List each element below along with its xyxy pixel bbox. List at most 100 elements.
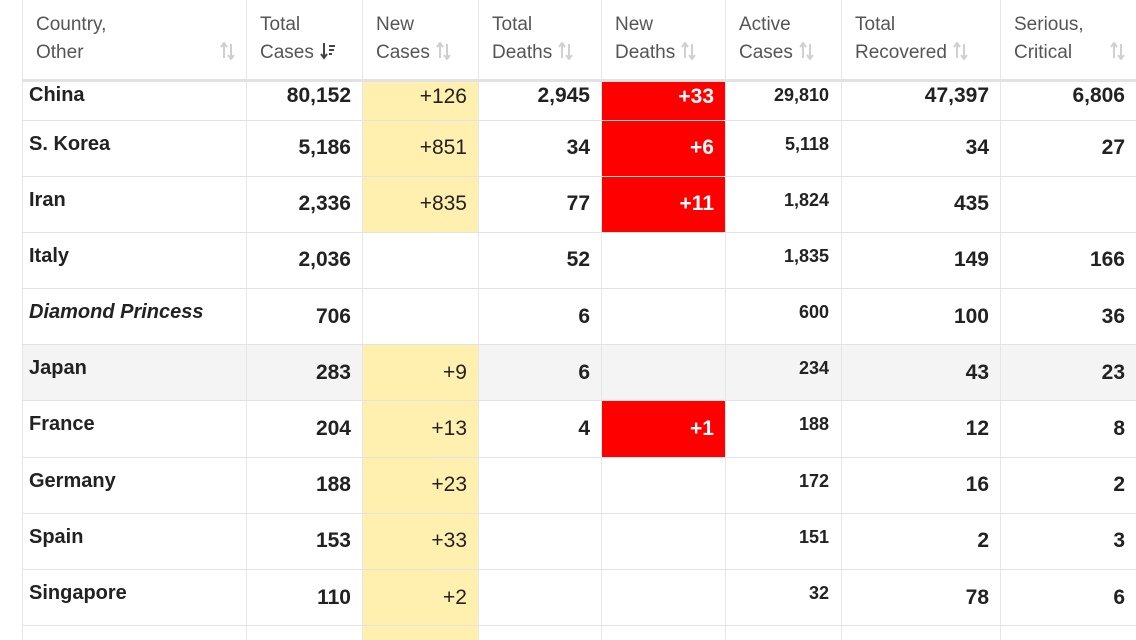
header-active-cases[interactable]: Active Cases xyxy=(725,0,842,82)
header-new-deaths-label: Deaths xyxy=(615,42,676,63)
cell-total-recovered: 435 xyxy=(841,176,1001,233)
cell-serious-critical: 6,806 xyxy=(1000,80,1136,121)
cell-empty xyxy=(725,625,842,640)
cell-active-cases: 1,824 xyxy=(725,176,842,233)
cell-total-recovered: 34 xyxy=(841,120,1001,177)
cell-country: Iran xyxy=(22,176,247,233)
cell-new-deaths xyxy=(601,232,726,290)
cell-total-cases: 80,152 xyxy=(246,80,363,121)
header-total-cases[interactable]: Total Cases xyxy=(246,0,363,82)
header-country-other-line2: Other xyxy=(36,39,246,67)
sort-both-icon[interactable] xyxy=(681,42,697,60)
cell-total-recovered: 12 xyxy=(841,400,1001,458)
header-country-other-line1: Country, xyxy=(36,14,107,35)
cell-new-deaths xyxy=(601,344,726,402)
table-row: China 80,152 +126 2,945 +33 29,810 47,397 6,806 xyxy=(22,80,1136,121)
table-row: S. Korea 5,186 +851 34 +6 5,118 34 27 xyxy=(22,120,1136,177)
cell-new-deaths xyxy=(601,457,726,514)
cell-empty xyxy=(22,625,247,640)
cell-total-cases: 706 xyxy=(246,288,363,346)
cell-new-cases: +851 xyxy=(362,120,479,177)
header-new-cases-line1: New xyxy=(376,14,415,35)
header-active-cases-line2: Cases xyxy=(739,39,841,67)
cell-country: Germany xyxy=(22,457,247,514)
table-row-partial xyxy=(22,625,1136,640)
sort-both-icon[interactable] xyxy=(558,42,574,60)
cell-new-cases xyxy=(362,288,479,346)
header-new-cases[interactable]: New Cases xyxy=(362,0,479,82)
cell-active-cases: 5,118 xyxy=(725,120,842,177)
header-new-deaths-line2: Deaths xyxy=(615,39,725,67)
cell-total-cases: 153 xyxy=(246,513,363,571)
cell-total-deaths: 34 xyxy=(478,120,602,177)
cell-active-cases: 1,835 xyxy=(725,232,842,290)
cell-active-cases: 29,810 xyxy=(725,80,842,121)
table-row: Iran 2,336 +835 77 +11 1,824 435 xyxy=(22,176,1136,233)
cell-empty xyxy=(478,625,602,640)
cell-country: France xyxy=(22,400,247,458)
header-new-cases-label: Cases xyxy=(376,42,430,63)
cell-new-cases: +835 xyxy=(362,176,479,233)
cell-total-deaths xyxy=(478,457,602,514)
cell-new-deaths: +33 xyxy=(601,80,726,121)
table-row: Italy 2,036 52 1,835 149 166 xyxy=(22,232,1136,290)
table-row: Germany 188 +23 172 16 2 xyxy=(22,457,1136,514)
header-new-deaths-line1: New xyxy=(615,14,654,35)
cell-empty xyxy=(362,625,479,640)
header-total-deaths-line1: Total xyxy=(492,14,533,35)
cell-country: Italy xyxy=(22,232,247,290)
cell-serious-critical: 27 xyxy=(1000,120,1136,177)
sort-desc-icon[interactable] xyxy=(320,42,336,60)
cell-country[interactable]: Diamond Princess xyxy=(22,288,247,346)
sort-both-icon[interactable] xyxy=(953,42,969,60)
sort-both-icon[interactable] xyxy=(220,42,236,60)
cell-active-cases: 600 xyxy=(725,288,842,346)
header-total-recovered[interactable]: Total Recovered xyxy=(841,0,1001,82)
cell-total-deaths: 6 xyxy=(478,288,602,346)
cell-total-recovered: 2 xyxy=(841,513,1001,571)
sort-both-icon[interactable] xyxy=(436,42,452,60)
cell-total-recovered: 47,397 xyxy=(841,80,1001,121)
header-country-other[interactable]: Country, Other xyxy=(22,0,247,82)
cell-total-deaths: 2,945 xyxy=(478,80,602,121)
table-header-row: Country, Other Total Cases New Cases Total Deat… xyxy=(22,0,1136,82)
cell-active-cases: 188 xyxy=(725,400,842,458)
header-serious-critical-line2: Critical xyxy=(1014,39,1136,67)
cell-total-deaths xyxy=(478,513,602,571)
cell-total-cases: 188 xyxy=(246,457,363,514)
cell-new-cases: +33 xyxy=(362,513,479,571)
cell-new-deaths xyxy=(601,513,726,571)
cell-new-cases: +23 xyxy=(362,457,479,514)
cell-new-cases: +13 xyxy=(362,400,479,458)
cell-new-deaths xyxy=(601,288,726,346)
header-new-deaths[interactable]: New Deaths xyxy=(601,0,726,82)
cell-new-cases xyxy=(362,232,479,290)
table-row: Singapore 110 +2 32 78 6 xyxy=(22,569,1136,627)
sort-both-icon[interactable] xyxy=(1110,42,1126,60)
table-row: France 204 +13 4 +1 188 12 8 xyxy=(22,400,1136,458)
sort-both-icon[interactable] xyxy=(799,42,815,60)
cell-country: Spain xyxy=(22,513,247,571)
cell-serious-critical: 23 xyxy=(1000,344,1136,402)
covid-stats-table: Country, Other Total Cases New Cases Total Deat… xyxy=(22,0,1136,640)
header-serious-critical[interactable]: Serious, Critical xyxy=(1000,0,1136,82)
cell-empty xyxy=(246,625,363,640)
cell-empty xyxy=(1000,625,1136,640)
cell-total-deaths xyxy=(478,569,602,627)
header-serious-critical-line1: Serious, xyxy=(1014,14,1084,35)
cell-country: S. Korea xyxy=(22,120,247,177)
cell-new-cases: +9 xyxy=(362,344,479,402)
header-total-deaths[interactable]: Total Deaths xyxy=(478,0,602,82)
cell-active-cases: 151 xyxy=(725,513,842,571)
cell-total-cases: 283 xyxy=(246,344,363,402)
header-active-cases-line1: Active xyxy=(739,14,791,35)
cell-new-cases: +126 xyxy=(362,80,479,121)
header-country-other-label: Other xyxy=(36,42,84,63)
cell-serious-critical xyxy=(1000,176,1136,233)
header-total-cases-label: Cases xyxy=(260,42,314,63)
cell-serious-critical: 8 xyxy=(1000,400,1136,458)
cell-serious-critical: 2 xyxy=(1000,457,1136,514)
header-total-recovered-label: Recovered xyxy=(855,42,947,63)
cell-total-recovered: 100 xyxy=(841,288,1001,346)
table-row: Japan 283 +9 6 234 43 23 xyxy=(22,344,1136,402)
